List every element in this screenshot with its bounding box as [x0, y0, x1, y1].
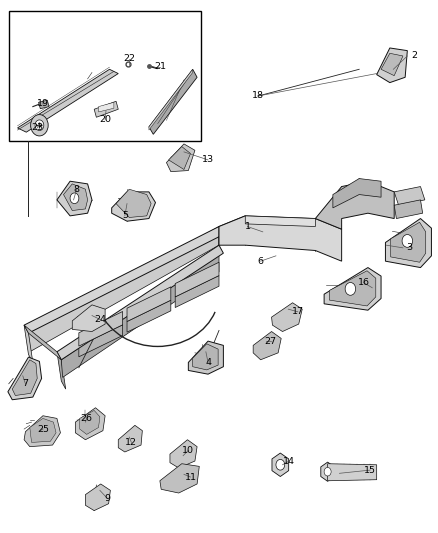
- Circle shape: [70, 193, 79, 204]
- Polygon shape: [72, 305, 105, 332]
- Text: 13: 13: [202, 156, 214, 164]
- Polygon shape: [57, 352, 66, 389]
- Polygon shape: [24, 227, 223, 333]
- Polygon shape: [80, 410, 100, 434]
- Polygon shape: [57, 181, 92, 216]
- Polygon shape: [116, 189, 151, 217]
- Polygon shape: [219, 216, 245, 245]
- Polygon shape: [30, 418, 56, 442]
- Polygon shape: [169, 147, 191, 169]
- Polygon shape: [315, 181, 394, 229]
- Polygon shape: [28, 227, 219, 352]
- Polygon shape: [112, 192, 155, 221]
- Text: 1: 1: [244, 222, 251, 231]
- Text: 16: 16: [357, 278, 370, 287]
- Polygon shape: [85, 484, 110, 511]
- Text: 19: 19: [37, 100, 49, 108]
- Polygon shape: [39, 100, 49, 109]
- Polygon shape: [381, 53, 403, 76]
- Text: 20: 20: [99, 116, 111, 124]
- Text: 15: 15: [364, 466, 376, 474]
- Circle shape: [276, 459, 285, 470]
- Polygon shape: [328, 464, 377, 481]
- Text: 18: 18: [252, 92, 265, 100]
- Polygon shape: [219, 216, 342, 261]
- Polygon shape: [385, 219, 431, 268]
- Polygon shape: [149, 69, 193, 130]
- Polygon shape: [64, 184, 88, 211]
- Circle shape: [324, 467, 331, 476]
- Text: 25: 25: [37, 425, 49, 433]
- Text: 10: 10: [182, 446, 194, 455]
- Circle shape: [35, 120, 44, 131]
- Polygon shape: [170, 440, 197, 468]
- Text: 12: 12: [125, 438, 138, 447]
- Bar: [9, 11, 201, 141]
- Polygon shape: [12, 360, 37, 395]
- Text: 4: 4: [205, 358, 211, 367]
- Polygon shape: [175, 262, 219, 297]
- Polygon shape: [61, 253, 219, 377]
- Text: 11: 11: [184, 473, 197, 481]
- Text: 26: 26: [81, 414, 93, 423]
- Circle shape: [31, 115, 48, 136]
- Polygon shape: [79, 325, 123, 357]
- Polygon shape: [272, 453, 289, 477]
- Circle shape: [345, 282, 356, 295]
- Text: 21: 21: [154, 62, 166, 71]
- Polygon shape: [118, 425, 142, 452]
- Polygon shape: [394, 187, 425, 205]
- Polygon shape: [188, 341, 223, 374]
- Polygon shape: [24, 325, 61, 360]
- Circle shape: [402, 235, 413, 247]
- Polygon shape: [127, 287, 171, 321]
- Polygon shape: [57, 245, 223, 360]
- Text: 17: 17: [292, 308, 304, 316]
- Polygon shape: [394, 200, 423, 219]
- Polygon shape: [24, 325, 33, 362]
- Polygon shape: [8, 357, 42, 400]
- Text: 24: 24: [95, 316, 107, 324]
- Polygon shape: [245, 216, 315, 227]
- Text: 22: 22: [123, 54, 135, 63]
- Text: 14: 14: [283, 457, 295, 465]
- Text: 5: 5: [122, 212, 128, 220]
- Polygon shape: [75, 408, 105, 440]
- Polygon shape: [329, 271, 376, 306]
- Text: 2: 2: [411, 52, 417, 60]
- Polygon shape: [149, 69, 197, 134]
- Polygon shape: [391, 222, 426, 262]
- Polygon shape: [377, 48, 407, 83]
- Polygon shape: [324, 268, 381, 310]
- Polygon shape: [127, 300, 171, 332]
- Polygon shape: [321, 462, 335, 481]
- Text: 9: 9: [104, 494, 110, 503]
- Polygon shape: [24, 416, 60, 447]
- Polygon shape: [193, 344, 218, 370]
- Polygon shape: [79, 311, 123, 346]
- Text: 7: 7: [22, 379, 28, 388]
- Polygon shape: [272, 303, 302, 332]
- Text: 6: 6: [258, 257, 264, 265]
- Polygon shape: [94, 101, 118, 117]
- Polygon shape: [166, 144, 195, 172]
- Text: 23: 23: [31, 124, 43, 132]
- Text: 27: 27: [265, 337, 277, 345]
- Polygon shape: [18, 69, 118, 132]
- Polygon shape: [99, 102, 114, 112]
- Polygon shape: [333, 179, 381, 208]
- Text: 3: 3: [406, 244, 413, 252]
- Text: 8: 8: [74, 185, 80, 193]
- Polygon shape: [175, 276, 219, 308]
- Polygon shape: [160, 464, 199, 493]
- Polygon shape: [253, 332, 281, 360]
